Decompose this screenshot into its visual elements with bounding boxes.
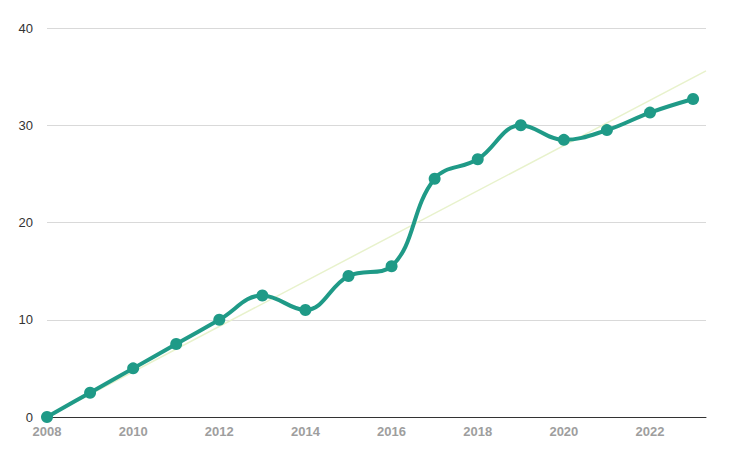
svg-text:2012: 2012	[205, 424, 234, 439]
svg-text:20: 20	[19, 215, 33, 230]
svg-text:2022: 2022	[636, 424, 665, 439]
svg-text:10: 10	[19, 312, 33, 327]
svg-text:30: 30	[19, 118, 33, 133]
svg-text:2014: 2014	[291, 424, 321, 439]
svg-text:2020: 2020	[549, 424, 578, 439]
svg-text:2010: 2010	[119, 424, 148, 439]
svg-text:0: 0	[26, 410, 33, 425]
svg-text:40: 40	[19, 21, 33, 36]
svg-text:2008: 2008	[33, 424, 62, 439]
svg-text:2016: 2016	[377, 424, 406, 439]
svg-text:2018: 2018	[463, 424, 492, 439]
